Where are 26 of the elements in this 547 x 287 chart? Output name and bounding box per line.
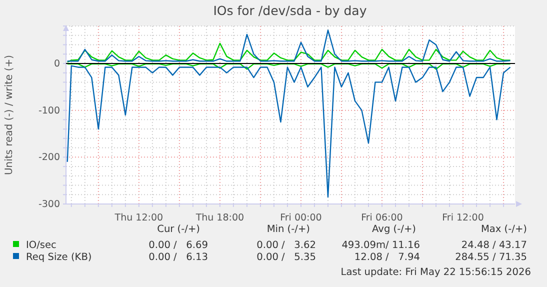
text: Last update: Fri May 22 15:56:15 2026 (340, 267, 531, 278)
text: 284.55 / 71.35 (455, 252, 527, 263)
chart-title: IOs for /dev/sda - by day (213, 3, 368, 18)
x-tick-label: Thu 18:00 (194, 212, 244, 224)
legend-label: IO/sec (26, 240, 56, 251)
x-tick-label: Fri 06:00 (361, 212, 403, 224)
legend-label: Req Size (KB) (26, 252, 92, 263)
text: 0.00 / 6.13 (148, 252, 208, 263)
text: 493.09m/ 11.16 (342, 240, 420, 251)
text: Cur (-/+) (157, 224, 200, 235)
x-tick-label: Fri 00:00 (280, 212, 322, 224)
y-tick-label: -300 (38, 199, 60, 210)
text: 0.00 / 6.69 (148, 240, 208, 251)
text: Max (-/+) (480, 224, 527, 235)
x-tick-label: Fri 12:00 (442, 212, 484, 224)
text: Min (-/+) (266, 224, 310, 235)
y-tick-label: -200 (38, 152, 60, 164)
text: 0.00 / 3.62 (256, 240, 316, 251)
y-axis-title: Units read (-) / write (+) (4, 54, 15, 176)
text: 0.00 / 5.35 (256, 252, 316, 263)
text: 24.48 / 43.17 (461, 240, 527, 251)
x-tick-label: Thu 12:00 (114, 212, 164, 224)
text: 12.08 / 7.94 (354, 252, 420, 263)
y-tick-label: -100 (38, 105, 60, 116)
text: Avg (-/+) (372, 224, 416, 235)
y-tick-label: 0 (54, 58, 60, 70)
